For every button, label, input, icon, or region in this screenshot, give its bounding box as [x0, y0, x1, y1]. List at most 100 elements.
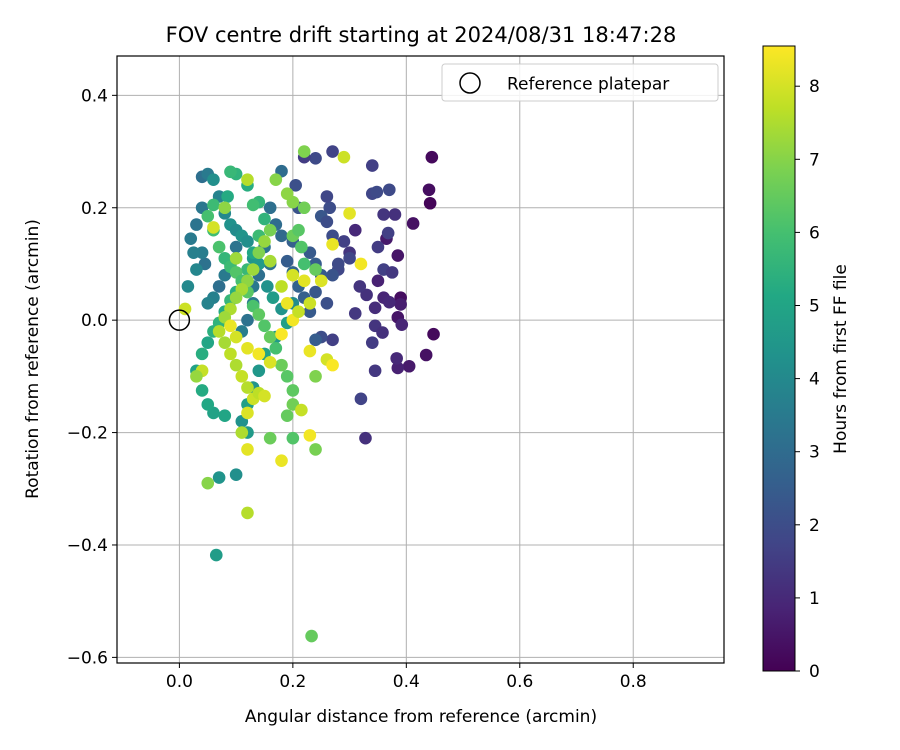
x-axis-label: Angular distance from reference (arcmin) [245, 707, 597, 727]
data-point [286, 384, 300, 397]
data-point [229, 330, 243, 344]
data-point [390, 352, 403, 365]
data-point [258, 235, 271, 248]
data-point [275, 229, 288, 243]
data-point [427, 327, 440, 341]
data-point [224, 165, 237, 179]
data-point [275, 454, 288, 467]
data-point [209, 548, 223, 562]
data-point [303, 429, 317, 442]
data-point [229, 252, 243, 265]
y-tick-label: −0.4 [67, 536, 108, 556]
data-points [178, 145, 440, 643]
data-point [263, 201, 277, 215]
data-point [190, 218, 203, 231]
data-point [212, 471, 226, 484]
colorbar-tick-label: 6 [809, 223, 820, 243]
colorbar-tick-label: 7 [809, 150, 820, 170]
data-point [314, 274, 328, 288]
data-point [348, 223, 362, 237]
y-tick-label: −0.6 [67, 648, 108, 668]
data-point [184, 232, 198, 245]
colorbar [762, 45, 796, 672]
data-point [280, 296, 294, 310]
y-tick-label: 0.2 [81, 199, 108, 219]
data-point [303, 344, 317, 358]
data-point [221, 190, 234, 203]
data-point [377, 208, 390, 221]
data-point [289, 178, 302, 192]
data-point [391, 249, 405, 262]
data-point [229, 358, 243, 372]
data-point [229, 468, 243, 482]
data-point [261, 280, 274, 293]
data-point [201, 476, 215, 490]
data-point [241, 173, 254, 186]
data-point [207, 198, 220, 212]
data-point [280, 409, 294, 423]
data-point [201, 209, 215, 223]
colorbar-tick-label: 1 [809, 589, 820, 609]
colorbar-ticks: 0 1 2 3 4 5 6 7 8 [795, 77, 820, 682]
colorbar-tick-label: 3 [809, 443, 820, 463]
data-point [348, 307, 362, 320]
data-point [224, 319, 237, 333]
data-point [309, 151, 322, 165]
data-point [382, 183, 396, 197]
data-point [320, 296, 334, 310]
data-point [252, 246, 266, 260]
data-point [354, 257, 368, 271]
data-point [419, 348, 433, 362]
data-point [241, 381, 254, 394]
data-point [241, 235, 254, 248]
legend-label-reference: Reference platepar [507, 75, 669, 95]
data-point [241, 341, 254, 355]
data-point [258, 212, 271, 226]
data-point [246, 263, 260, 276]
data-point [326, 145, 339, 158]
x-tick-label: 0.8 [620, 672, 647, 692]
data-point [394, 298, 407, 311]
data-point [343, 252, 356, 265]
data-point [297, 145, 311, 158]
data-point [229, 291, 243, 304]
legend[interactable]: Reference platepar [441, 63, 719, 102]
x-tick-label: 0.0 [166, 672, 193, 692]
data-point [258, 389, 271, 403]
data-point [309, 285, 322, 299]
data-point [218, 201, 232, 215]
y-axis-label: Rotation from reference (arcmin) [23, 219, 43, 499]
data-point [309, 443, 322, 456]
data-point [212, 325, 226, 338]
data-point [360, 288, 373, 302]
data-point [309, 370, 322, 383]
x-tick-label: 0.6 [506, 672, 533, 692]
data-point [303, 296, 317, 310]
data-point [286, 268, 300, 282]
y-axis-ticks: 0.4 0.2 0.0 −0.2 −0.4 −0.6 [67, 86, 117, 668]
data-point [235, 370, 249, 383]
data-point [381, 226, 395, 240]
data-point [343, 207, 356, 220]
data-point [388, 208, 402, 221]
data-point [263, 330, 277, 344]
data-point [187, 246, 200, 260]
data-point [263, 431, 277, 445]
data-point [297, 274, 311, 288]
legend-box [441, 63, 719, 102]
x-axis-ticks: 0.0 0.2 0.4 0.6 0.8 [166, 663, 647, 692]
data-point [269, 341, 283, 355]
colorbar-label: Hours from first FF file [831, 264, 851, 454]
data-point [195, 384, 209, 397]
data-point [201, 398, 215, 411]
data-point [406, 217, 420, 230]
data-point [269, 173, 283, 186]
data-point [241, 506, 254, 520]
data-point [376, 326, 389, 339]
data-point [309, 263, 322, 276]
data-point [337, 235, 351, 248]
data-point [275, 358, 288, 372]
data-point [292, 305, 305, 319]
